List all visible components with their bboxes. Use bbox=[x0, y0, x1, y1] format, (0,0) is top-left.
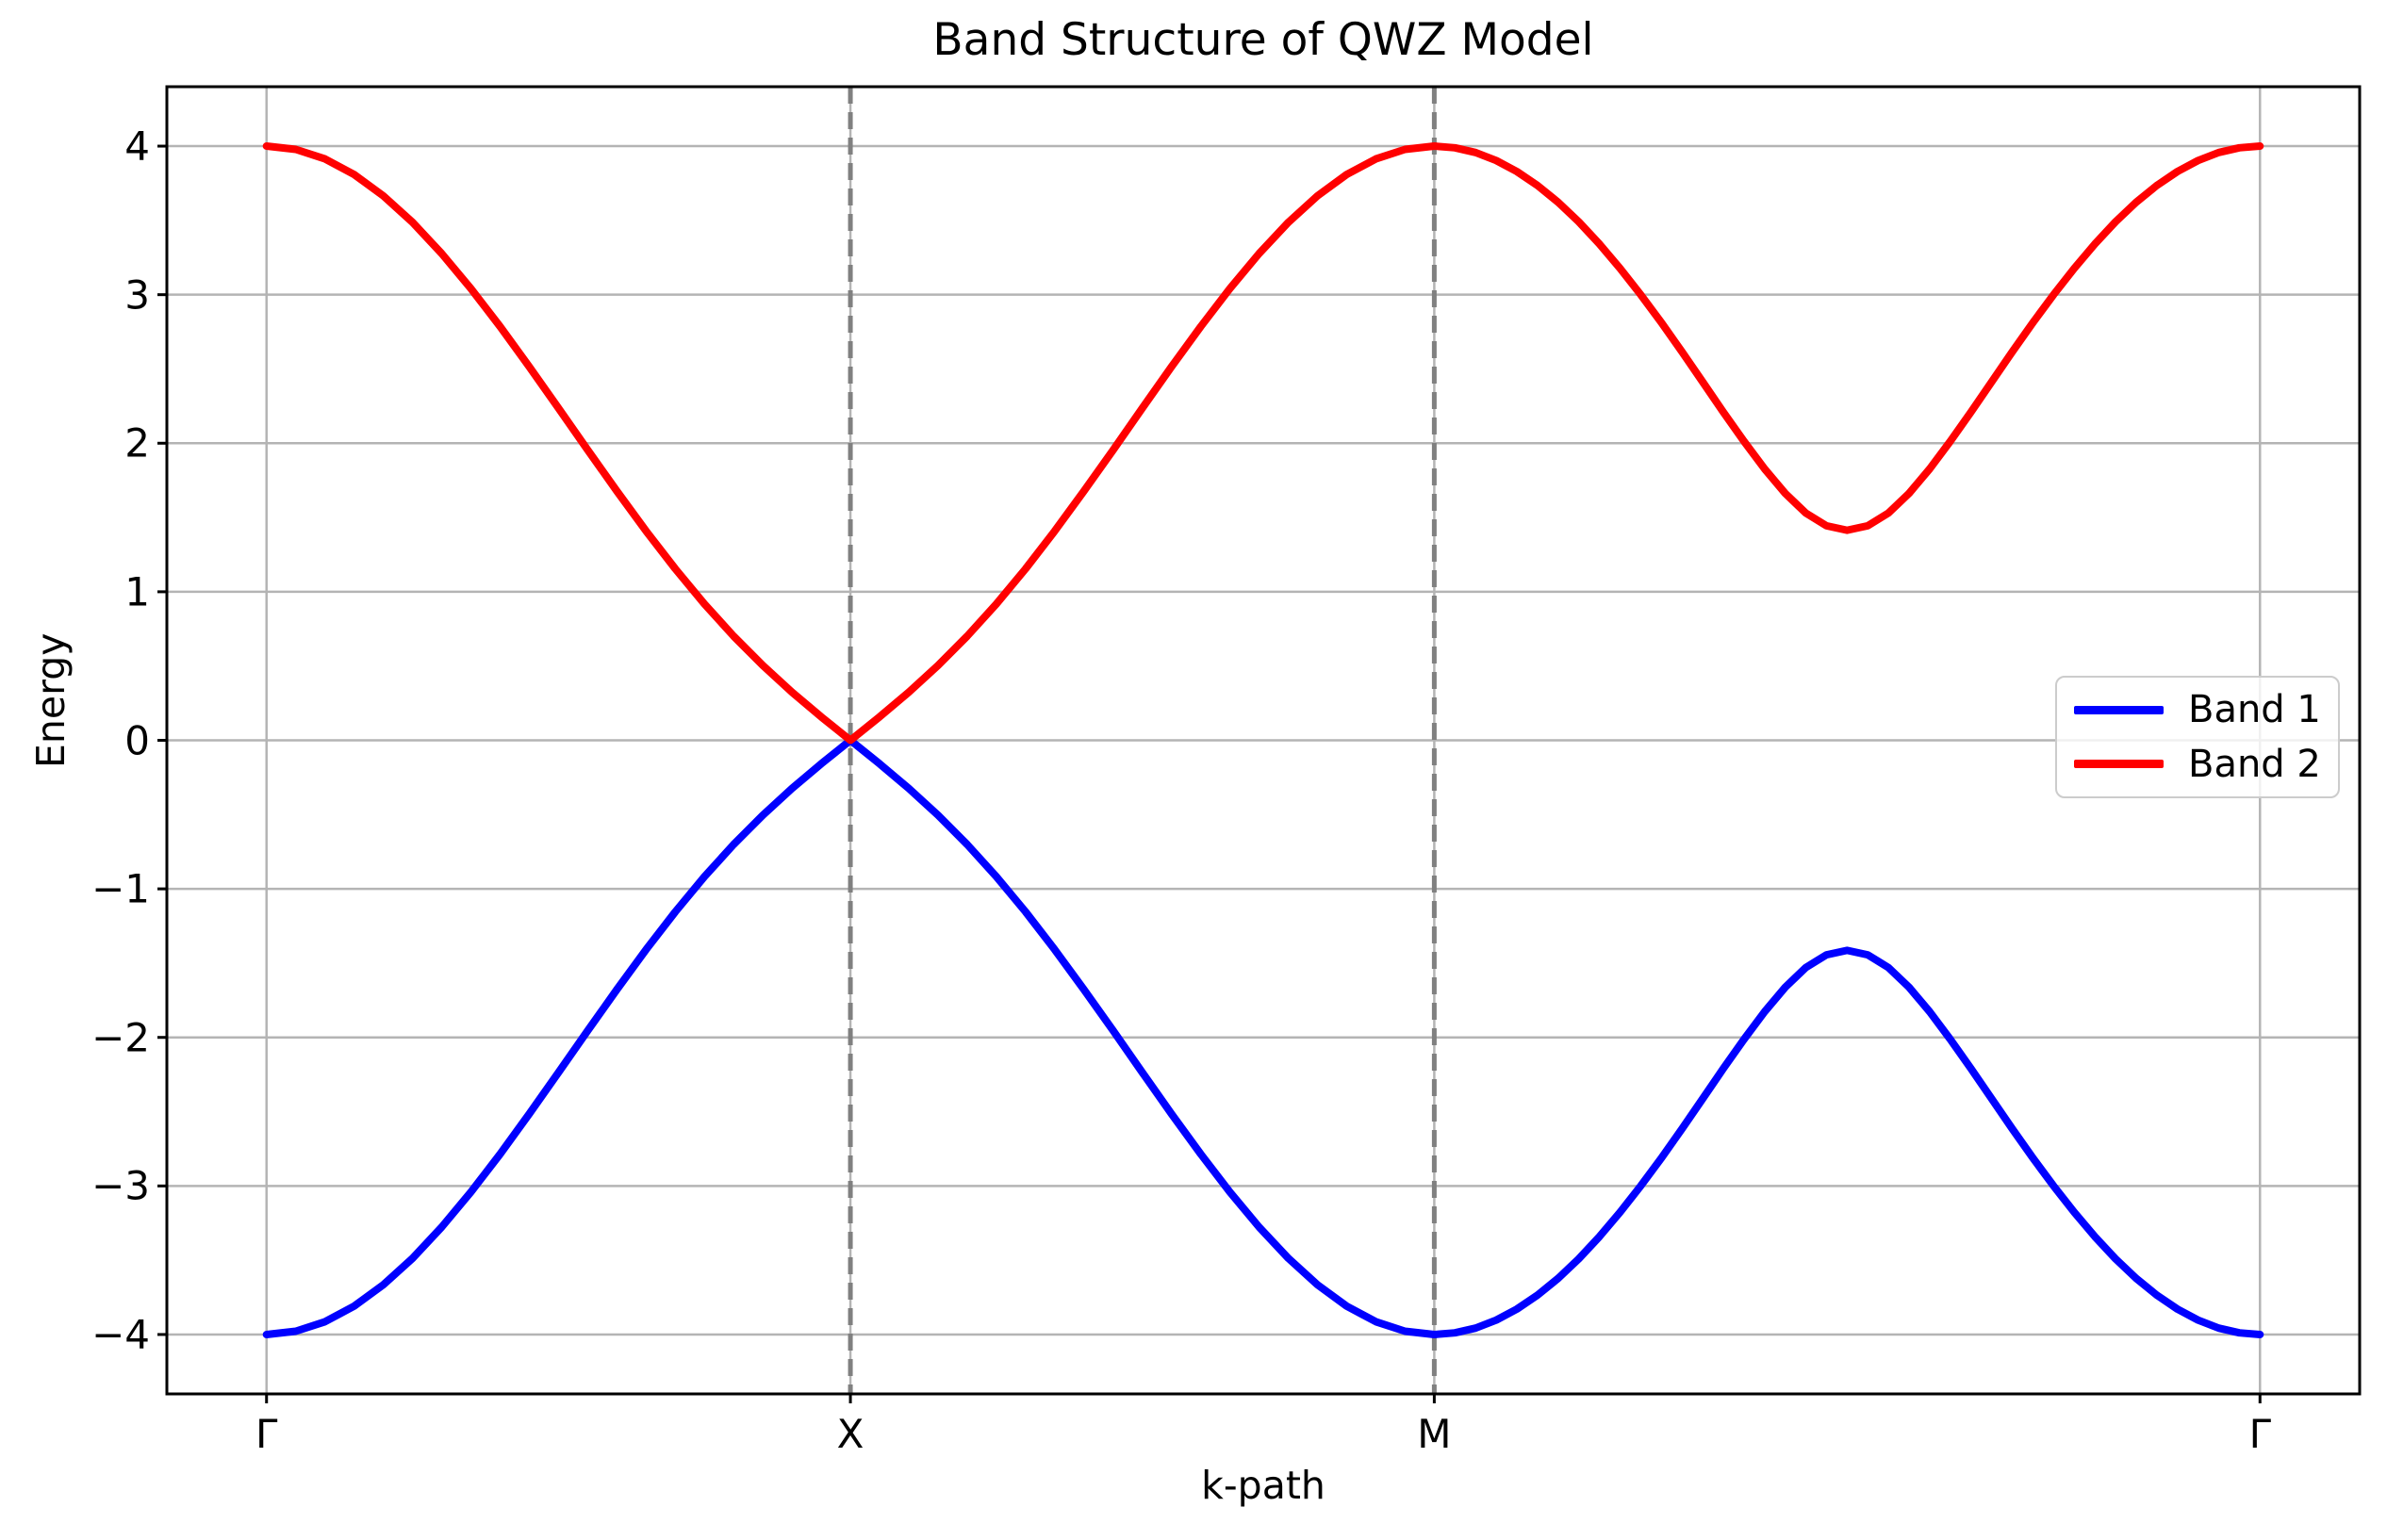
legend-label-band2: Band 2 bbox=[2188, 742, 2321, 786]
y-tick-label: −2 bbox=[91, 1014, 150, 1061]
legend-entry-band1: Band 1 bbox=[2074, 688, 2338, 731]
legend-entry-band2: Band 2 bbox=[2074, 743, 2338, 786]
x-axis-label: k-path bbox=[1201, 1463, 1325, 1508]
band2-line-swatch bbox=[2074, 760, 2164, 769]
y-tick-label: 4 bbox=[124, 123, 150, 170]
x-tick-label: X bbox=[836, 1411, 864, 1457]
band-curve-1 bbox=[262, 736, 2264, 1338]
x-tick-label: Γ bbox=[255, 1411, 278, 1457]
y-tick-label: 0 bbox=[124, 717, 150, 763]
y-tick-label: 1 bbox=[124, 568, 150, 615]
band-curve-2 bbox=[262, 142, 2264, 745]
chart-title: Band Structure of QWZ Model bbox=[932, 14, 1594, 66]
x-tick-label: Γ bbox=[2248, 1411, 2271, 1457]
y-tick-label: −4 bbox=[91, 1311, 150, 1358]
y-tick-label: −1 bbox=[91, 865, 150, 912]
x-tick-label: M bbox=[1417, 1411, 1452, 1457]
band1-line-swatch bbox=[2074, 705, 2164, 714]
y-tick-label: 2 bbox=[124, 419, 150, 467]
y-axis-label: Energy bbox=[28, 632, 74, 768]
y-tick-label: 3 bbox=[124, 271, 150, 319]
y-tick-label: −3 bbox=[91, 1162, 150, 1209]
legend-label-band1: Band 1 bbox=[2188, 688, 2321, 732]
legend: Band 1 Band 2 bbox=[2055, 676, 2340, 798]
